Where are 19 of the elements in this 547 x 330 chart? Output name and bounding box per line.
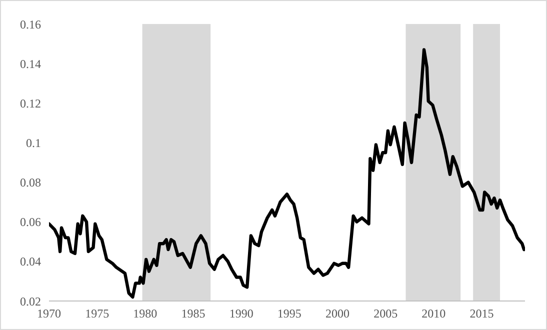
y-tick-label: 0.12 bbox=[20, 96, 41, 110]
x-tick-label: 1995 bbox=[277, 306, 302, 321]
x-tick-label: 1990 bbox=[229, 306, 254, 321]
line-series bbox=[49, 48, 525, 299]
x-tick-label: 1985 bbox=[181, 306, 206, 321]
y-tick-label: 0.08 bbox=[20, 176, 41, 190]
y-tick-label: 0.16 bbox=[20, 17, 41, 32]
x-tick-label: 2015 bbox=[470, 306, 494, 321]
x-tick-label: 2005 bbox=[374, 306, 398, 321]
x-tick-label: 1970 bbox=[37, 306, 61, 321]
x-tick-label: 1975 bbox=[85, 306, 110, 321]
y-tick-label: 0.14 bbox=[20, 56, 41, 71]
x-tick-label: 2000 bbox=[325, 306, 350, 321]
y-tick-label: 0.06 bbox=[20, 215, 41, 230]
y-tick-label: 0.02 bbox=[20, 294, 41, 308]
x-tick-label: 1980 bbox=[133, 306, 158, 321]
y-tick-label: 0.04 bbox=[20, 254, 41, 269]
y-tick-label: 0.1 bbox=[26, 136, 41, 150]
x-tick-label: 2010 bbox=[422, 306, 446, 321]
